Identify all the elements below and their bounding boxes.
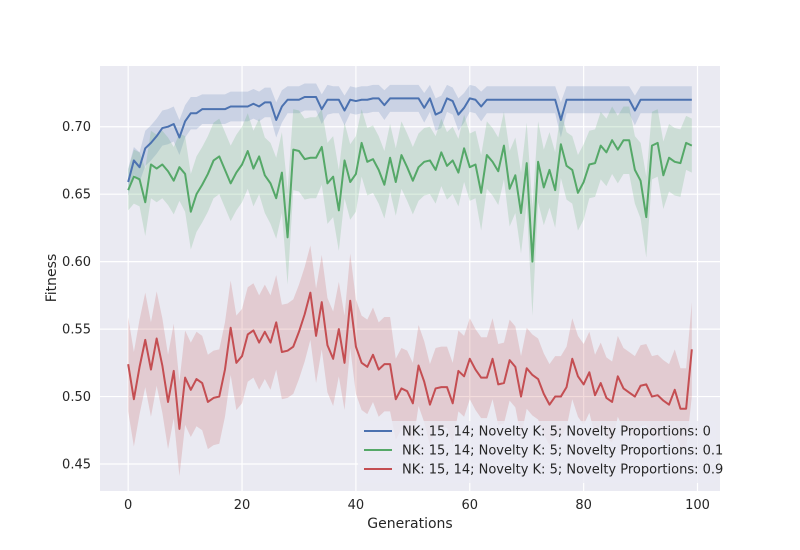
series-0-confidence-band bbox=[128, 83, 692, 196]
y-tick-label: 0.65 bbox=[62, 188, 91, 203]
series-lines bbox=[127, 96, 693, 430]
x-tick-labels: 0 20 40 60 80 100 bbox=[124, 498, 710, 513]
legend-label-1: NK: 15, 14; Novelty K: 5; Novelty Propor… bbox=[402, 444, 723, 459]
series-1-line bbox=[127, 139, 693, 263]
legend-label-2: NK: 15, 14; Novelty K: 5; Novelty Propor… bbox=[402, 463, 723, 478]
x-axis-label: Generations bbox=[367, 516, 452, 532]
legend-label-0: NK: 15, 14; Novelty K: 5; Novelty Propor… bbox=[402, 425, 711, 440]
grid-lines bbox=[100, 66, 720, 491]
x-tick-label: 60 bbox=[462, 498, 479, 513]
y-tick-label: 0.45 bbox=[62, 458, 91, 473]
series-1-confidence-band bbox=[128, 106, 692, 316]
series-0-line bbox=[127, 96, 692, 183]
legend-box bbox=[358, 421, 716, 483]
legend: NK: 15, 14; Novelty K: 5; Novelty Propor… bbox=[358, 421, 723, 483]
confidence-bands bbox=[128, 83, 692, 477]
x-tick-label: 80 bbox=[575, 498, 592, 513]
series-2-confidence-band bbox=[128, 245, 692, 477]
series-2-line bbox=[127, 291, 693, 430]
y-axis-label: Fitness bbox=[44, 254, 60, 303]
x-tick-label: 0 bbox=[124, 498, 132, 513]
x-tick-label: 40 bbox=[348, 498, 365, 513]
y-tick-label: 0.60 bbox=[62, 255, 91, 270]
plot-background bbox=[100, 66, 720, 491]
y-tick-label: 0.70 bbox=[62, 120, 91, 135]
x-tick-label: 20 bbox=[234, 498, 251, 513]
x-tick-label: 100 bbox=[685, 498, 710, 513]
y-tick-label: 0.50 bbox=[62, 390, 91, 405]
y-tick-label: 0.55 bbox=[62, 323, 91, 338]
y-tick-labels: 0.45 0.50 0.55 0.60 0.65 0.70 bbox=[62, 120, 91, 472]
